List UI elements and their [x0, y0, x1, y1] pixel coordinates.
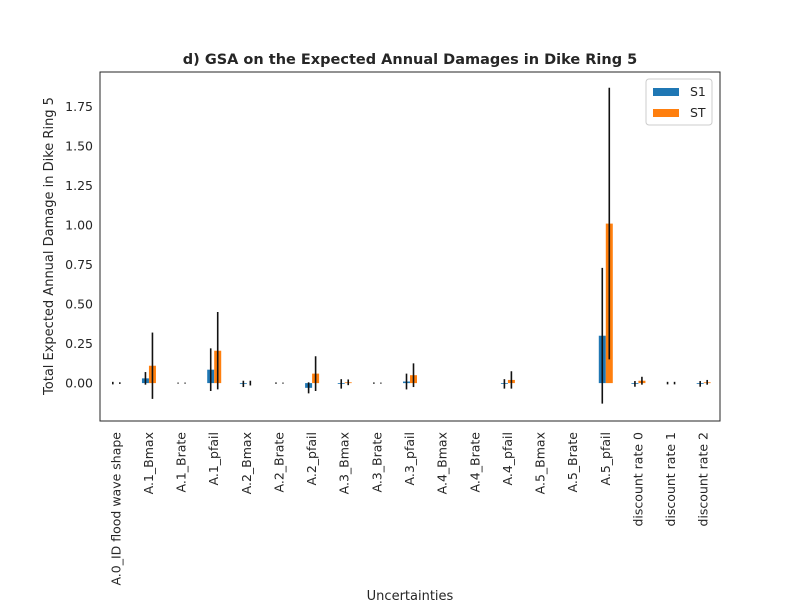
x-tick-label: A.1_Brate [174, 432, 189, 493]
x-tick-label: A.4_pfail [500, 432, 515, 485]
y-tick-label: 0.75 [65, 257, 93, 272]
plot-frame [99, 71, 721, 422]
x-tick-label: A.2_Bmax [239, 432, 254, 494]
y-tick-label: 1.75 [65, 99, 93, 114]
x-tick-label: A.1_Bmax [141, 432, 156, 494]
x-tick-label: discount rate 2 [696, 432, 711, 526]
x-tick-label: A.5_Bmax [533, 432, 548, 494]
x-tick-label: A.2_Brate [271, 432, 286, 493]
x-tick-label: A.2_pfail [304, 432, 319, 485]
x-tick-label: A.1_pfail [206, 432, 221, 485]
x-tick-label: A.3_Bmax [337, 432, 352, 494]
legend-swatch-st [653, 109, 679, 117]
legend-label-st: ST [690, 105, 706, 120]
y-tick-label: 0.50 [65, 297, 93, 312]
x-tick-label: A.4_Bmax [435, 432, 450, 494]
x-tick-label: discount rate 0 [630, 432, 645, 527]
x-tick-label: A.5_pfail [598, 432, 613, 485]
chart-title: d) GSA on the Expected Annual Damages in… [183, 52, 637, 68]
y-tick-label: 1.50 [65, 139, 93, 154]
legend-swatch-s1 [653, 88, 679, 96]
y-axis-label: Total Expected Annual Damage in Dike Rin… [42, 97, 57, 396]
x-tick-label: discount rate 1 [663, 432, 678, 526]
x-tick-label: A.3_pfail [402, 432, 417, 485]
x-tick-label: A.4_Brate [467, 432, 482, 493]
x-tick-label: A.3_Brate [369, 432, 384, 493]
y-tick-label: 0.00 [65, 376, 93, 391]
plot-area [112, 87, 711, 404]
legend: S1 ST [645, 78, 713, 126]
y-tick-label: 0.25 [65, 336, 93, 351]
x-tick-label: A.5_Brate [565, 432, 580, 493]
y-tick-label: 1.00 [65, 218, 93, 233]
x-tick-label: A.0_ID flood wave shape [108, 432, 123, 586]
x-axis-label: Uncertainties [367, 589, 454, 600]
legend-label-s1: S1 [690, 84, 706, 99]
y-tick-label: 1.25 [65, 178, 93, 193]
